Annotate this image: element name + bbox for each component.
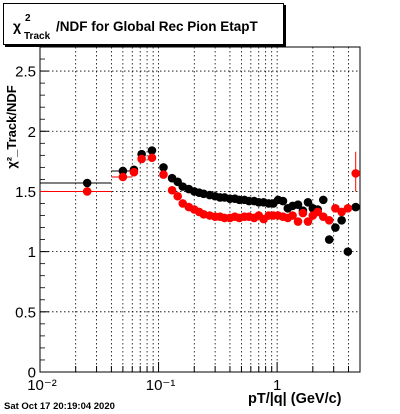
y-tick-label: 0.5 (15, 304, 36, 321)
title-superscript: 2 (25, 13, 31, 24)
tick-labels: 0 0.5 1 1.5 2 2.5 10⁻² 10⁻¹ 1 χ²_Track/NDF (4, 64, 281, 394)
data-point (303, 217, 313, 226)
data-point (337, 216, 346, 225)
plot-frame (39, 46, 361, 373)
series-0 (40, 146, 361, 256)
x-axis-label: pT/|q| (GeV/c) (248, 391, 342, 407)
title-chi-symbol: χ (13, 18, 22, 34)
data-point (167, 185, 177, 195)
timestamp: Sat Oct 17 20:19:04 2020 (4, 401, 115, 412)
x-tick-label: 10⁻² (27, 377, 57, 394)
data-point (318, 195, 328, 205)
data-series (40, 146, 361, 256)
chart-title-box: χ 2 Track /NDF for Global Rec Pion EtapT (3, 3, 284, 45)
axis-ticks (39, 58, 361, 373)
data-point (343, 203, 353, 213)
y-tick-label: 0 (28, 365, 36, 382)
title-subscript: Track (24, 31, 51, 42)
y-tick-label: 2.5 (15, 64, 36, 81)
data-point (118, 166, 128, 176)
data-point (313, 207, 323, 217)
data-point (343, 247, 353, 256)
data-point (278, 196, 288, 206)
y-tick-label: 2 (28, 124, 36, 141)
data-point (351, 202, 361, 212)
data-point (82, 187, 92, 196)
data-point (331, 223, 340, 232)
y-tick-label: 1.5 (15, 184, 36, 201)
x-tick-label: 1 (273, 377, 281, 394)
data-point (331, 203, 340, 213)
data-point (147, 146, 157, 155)
data-point (159, 170, 168, 179)
series-1 (40, 151, 361, 226)
data-point (324, 216, 334, 225)
chart-title: /NDF for Global Rec Pion EtapT (56, 19, 258, 34)
data-point (147, 153, 157, 163)
data-point (293, 200, 303, 209)
y-axis-label: χ²_Track/NDF (4, 85, 19, 168)
data-point (159, 163, 168, 172)
data-point (337, 207, 346, 217)
data-point (351, 169, 361, 178)
data-point (118, 172, 128, 182)
y-tick-label: 1 (28, 244, 36, 261)
data-point (137, 154, 146, 164)
data-point (82, 178, 92, 188)
data-point (129, 167, 139, 177)
axes (39, 46, 361, 373)
data-point (298, 208, 308, 218)
x-tick-label: 10⁻¹ (146, 377, 176, 394)
data-point (173, 191, 182, 201)
data-point (293, 217, 303, 226)
data-point (324, 235, 334, 244)
data-point (288, 211, 297, 220)
data-point (303, 197, 313, 207)
